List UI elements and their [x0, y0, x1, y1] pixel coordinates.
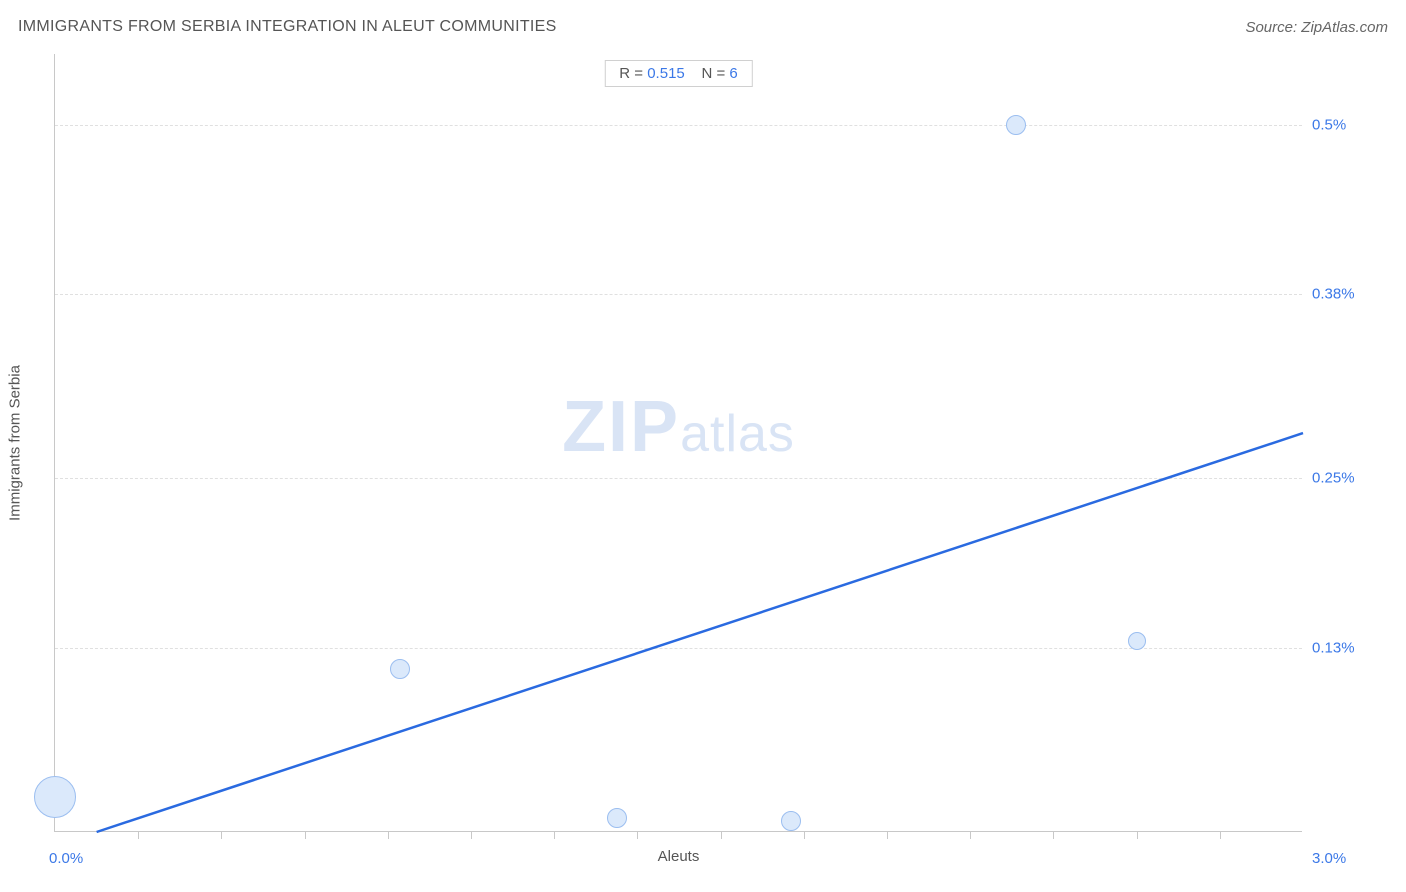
x-tick: [221, 831, 222, 839]
trend-line: [55, 54, 1302, 831]
n-label: N =: [701, 65, 725, 82]
x-min-label: 0.0%: [49, 850, 83, 867]
x-tick: [887, 831, 888, 839]
plot-area: ZIPatlas R = 0.515 N = 6 Aleuts Immigran…: [54, 54, 1302, 832]
data-point: [34, 776, 76, 818]
x-tick: [471, 831, 472, 839]
x-tick: [637, 831, 638, 839]
x-tick: [1053, 831, 1054, 839]
x-tick: [804, 831, 805, 839]
x-tick: [1220, 831, 1221, 839]
data-point: [1006, 115, 1026, 135]
x-tick: [554, 831, 555, 839]
r-label: R =: [619, 65, 643, 82]
x-tick: [305, 831, 306, 839]
y-axis-title: Immigrants from Serbia: [7, 365, 24, 521]
x-axis-title: Aleuts: [658, 848, 700, 865]
y-tick-label: 0.38%: [1312, 286, 1388, 303]
x-tick: [721, 831, 722, 839]
x-max-label: 3.0%: [1312, 850, 1388, 867]
y-tick-label: 0.25%: [1312, 470, 1388, 487]
stats-legend: R = 0.515 N = 6: [604, 60, 752, 87]
r-value: 0.515: [647, 65, 685, 82]
chart-title: IMMIGRANTS FROM SERBIA INTEGRATION IN AL…: [18, 18, 557, 36]
x-tick: [1137, 831, 1138, 839]
x-tick: [388, 831, 389, 839]
data-point: [607, 808, 627, 828]
chart-header: IMMIGRANTS FROM SERBIA INTEGRATION IN AL…: [18, 18, 1388, 36]
data-point: [390, 659, 410, 679]
n-value: 6: [729, 65, 737, 82]
data-point: [1128, 632, 1146, 650]
y-tick-label: 0.13%: [1312, 640, 1388, 657]
x-tick: [970, 831, 971, 839]
y-tick-label: 0.5%: [1312, 116, 1388, 133]
x-tick: [138, 831, 139, 839]
chart-source: Source: ZipAtlas.com: [1245, 19, 1388, 36]
data-point: [781, 811, 801, 831]
